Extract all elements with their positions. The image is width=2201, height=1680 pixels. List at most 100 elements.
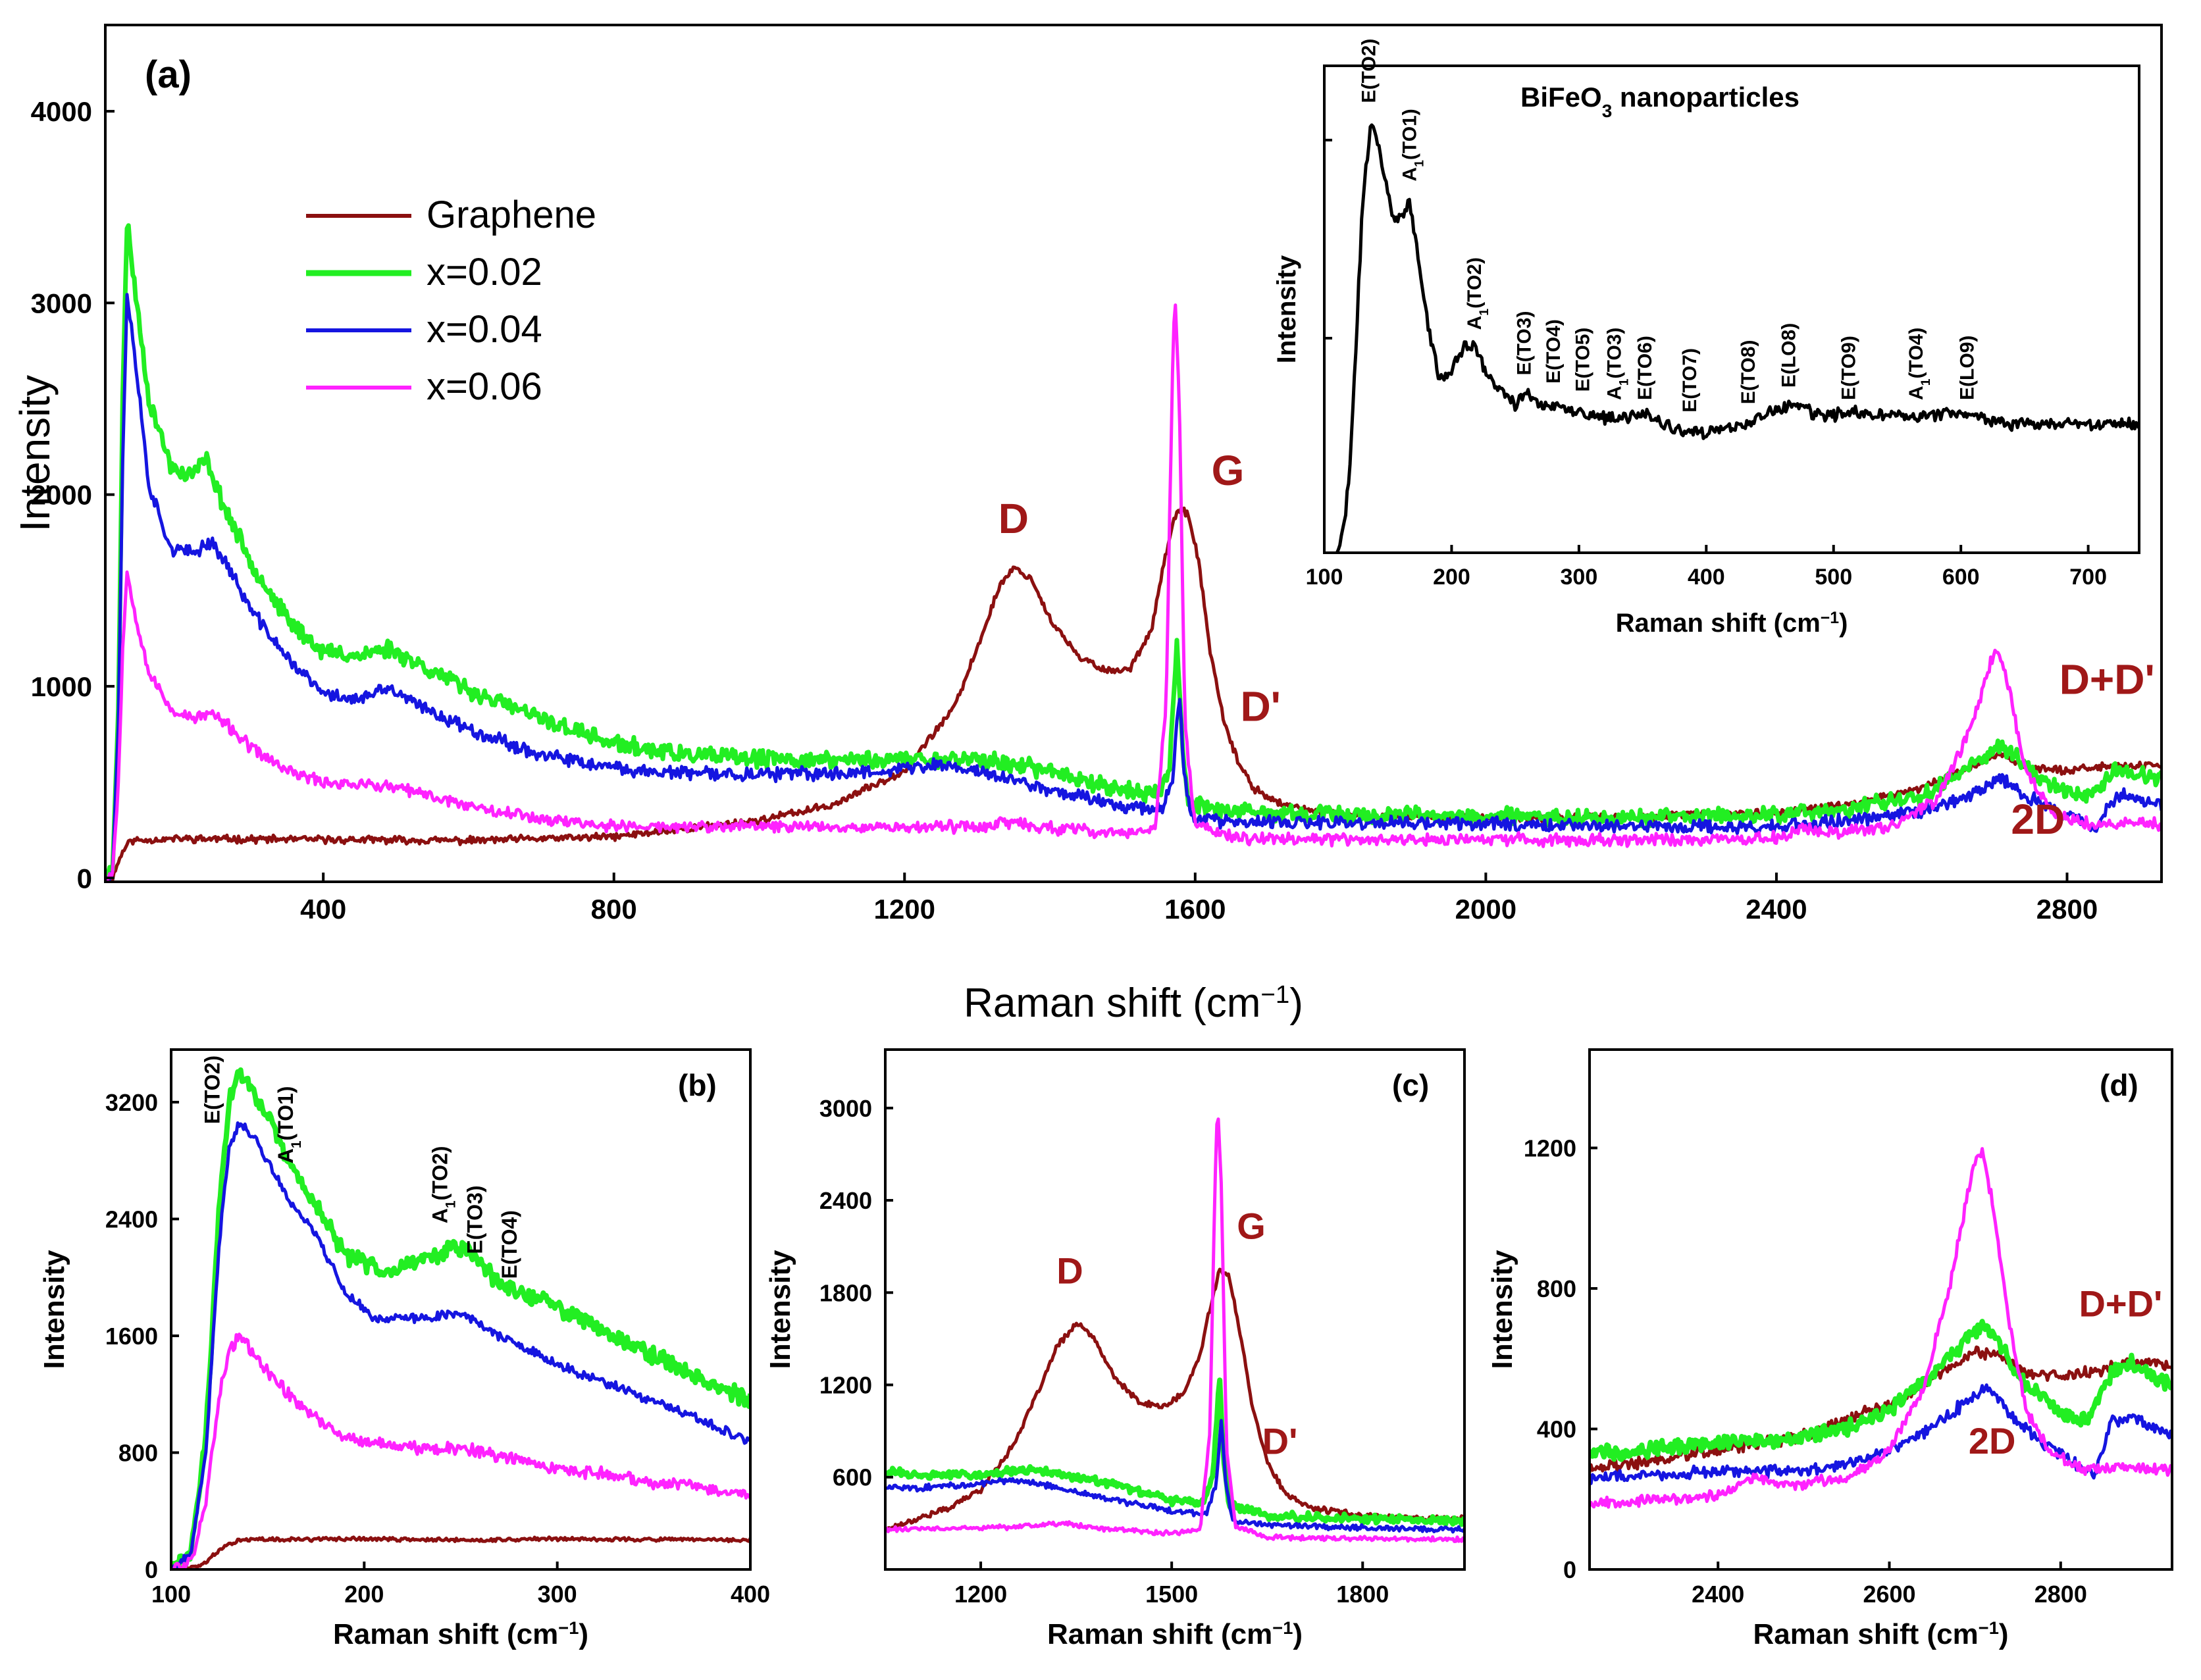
peak-label-inset: E(LO9): [1957, 336, 1979, 400]
y-axis-label-d: Intensity: [1486, 1250, 1518, 1369]
y-tick-label-c: 1200: [819, 1371, 872, 1398]
panel-label-d: (d): [2100, 1068, 2138, 1102]
y-axis-label-b: Intensity: [38, 1250, 70, 1369]
x-tick-label-a: 2400: [1746, 894, 1807, 925]
x-axis-label-d: Raman shift (cm−1): [1753, 1617, 2008, 1651]
panel-inset-bifeo3: 100 200 300 400 500 600 700 Raman shift (cm−1) I…: [1252, 39, 2159, 638]
y-tick-label-a: 1000: [31, 671, 92, 702]
y-tick-label-b: 2400: [105, 1206, 158, 1233]
band-annotation-c: D: [1056, 1250, 1083, 1291]
x-tick-label-b: 100: [151, 1581, 191, 1608]
legend-label-x006: x=0.06: [427, 365, 542, 408]
peak-label-inset: A1(TO1): [1399, 109, 1426, 181]
peak-label-b: E(TO4): [498, 1210, 521, 1279]
peak-label-inset: E(TO6): [1634, 336, 1656, 400]
y-tick-label-c: 600: [833, 1464, 872, 1491]
peak-label-inset: E(TO3): [1513, 311, 1535, 376]
plot-frame-b: [170, 1048, 752, 1571]
y-tick-label-b: 1600: [105, 1323, 158, 1350]
series-group-c: [885, 1117, 1464, 1543]
x-tick-label-inset: 600: [1942, 565, 1980, 590]
peak-label-inset: E(TO8): [1738, 340, 1759, 404]
y-tick-label-a: 3000: [31, 288, 92, 318]
y-tick-label-a: 4000: [31, 96, 92, 127]
y-axis-label-inset: Intensity: [1272, 255, 1301, 363]
band-annotation-a: D+D': [2059, 656, 2155, 703]
peak-label-inset: A1(TO3): [1604, 328, 1632, 400]
x-axis-label-a: Raman shift (cm−1): [964, 980, 1303, 1027]
y-tick-label-d: 1200: [1524, 1134, 1576, 1161]
legend-label-graphene: Graphene: [427, 193, 596, 236]
panel-a-main-spectrum: 400 800 1200 1600 2000 2400 2800 0 1000 2000 3000 4…: [11, 24, 2163, 1027]
x-tick-label-inset: 100: [1306, 565, 1343, 590]
x-tick-label-inset: 500: [1815, 565, 1852, 590]
x-tick-label-a: 1200: [874, 894, 935, 925]
x-tick-label-c: 1200: [954, 1581, 1007, 1608]
peak-label-inset: E(LO8): [1778, 323, 1800, 388]
series-line-d-x002: [1590, 1319, 2172, 1462]
y-tick-label-d: 400: [1537, 1415, 1576, 1442]
x-tick-label-a: 2000: [1455, 894, 1516, 925]
peak-label-inset: E(TO9): [1838, 336, 1860, 400]
panel-c-d-g-bands: 1200 1500 1800 600 1200 1800 2400 3000 Raman shi…: [764, 1048, 1466, 1651]
series-line-inset-axis: [1335, 123, 2139, 553]
band-annotation-a: D: [998, 495, 1029, 542]
series-group-b: [171, 1067, 750, 1569]
x-tick-label-a: 800: [591, 894, 637, 925]
x-tick-label-a: 2800: [2036, 894, 2098, 925]
peak-label-inset: E(TO7): [1679, 348, 1701, 413]
band-annotation-c: D': [1262, 1421, 1298, 1462]
y-tick-label-c: 2400: [819, 1187, 872, 1214]
y-tick-label-b: 0: [145, 1556, 158, 1583]
y-tick-label-d: 800: [1537, 1275, 1576, 1302]
panel-d-2d-band: 2400 2600 2800 0 400 800 1200 Raman shift (cm−1…: [1486, 1048, 2173, 1651]
band-annotation-c: G: [1237, 1205, 1266, 1246]
x-tick-label-inset: 400: [1688, 565, 1725, 590]
x-tick-label-d: 2800: [2034, 1581, 2087, 1608]
band-annotation-a: D': [1240, 682, 1280, 730]
series-line-c-x004: [885, 1419, 1464, 1534]
series-line-d-x004: [1590, 1383, 2172, 1485]
legend-label-x004: x=0.04: [427, 308, 542, 351]
peak-label-b: A1(TO1): [274, 1086, 304, 1163]
legend: Graphene x=0.02 x=0.04 x=0.06: [306, 193, 596, 408]
peak-label-b: E(TO2): [200, 1056, 224, 1124]
x-tick-label-d: 2400: [1692, 1581, 1744, 1608]
legend-label-x002: x=0.02: [427, 251, 542, 293]
x-tick-label-a: 400: [300, 894, 346, 925]
y-axis-label-c: Intensity: [764, 1250, 796, 1369]
peak-label-inset: A1(TO2): [1464, 257, 1491, 330]
y-tick-label-c: 1800: [819, 1279, 872, 1306]
series-line-a-x006: [105, 303, 2162, 882]
series-group-inset: [1335, 123, 2139, 553]
y-tick-label-a: 2000: [31, 480, 92, 511]
x-tick-label-d: 2600: [1863, 1581, 1915, 1608]
series-line-c-x002: [885, 1377, 1464, 1527]
x-axis-label-c: Raman shift (cm−1): [1047, 1617, 1303, 1651]
x-tick-label-c: 1500: [1145, 1581, 1198, 1608]
peak-label-b: A1(TO2): [428, 1146, 458, 1223]
panel-label-b: (b): [678, 1068, 717, 1102]
x-axis-label-b: Raman shift (cm−1): [333, 1617, 588, 1651]
peak-label-inset: E(TO4): [1543, 319, 1565, 384]
x-tick-label-b: 200: [344, 1581, 384, 1608]
y-tick-label-b: 3200: [105, 1089, 158, 1116]
plot-frame-a: [104, 24, 2163, 883]
x-tick-label-a: 1600: [1164, 894, 1226, 925]
series-group-d: [1590, 1147, 2172, 1509]
series-line-c-graphene: [885, 1267, 1464, 1532]
y-tick-label-b: 800: [118, 1439, 158, 1466]
series-line-a-x002: [105, 223, 2162, 882]
plot-frame-c: [884, 1048, 1466, 1571]
series-line-b-x004: [171, 1121, 750, 1569]
band-annotation-d: D+D': [2079, 1283, 2162, 1325]
band-annotation-a: G: [1212, 447, 1245, 494]
series-group-a: [105, 223, 2162, 882]
x-tick-label-inset: 300: [1561, 565, 1598, 590]
x-tick-label-c: 1800: [1336, 1581, 1389, 1608]
series-line-c-x006: [885, 1117, 1464, 1543]
plot-frame-d: [1588, 1048, 2173, 1571]
series-line-b-graphene: [171, 1535, 750, 1569]
x-axis-label-inset: Raman shift (cm−1): [1616, 609, 1848, 638]
